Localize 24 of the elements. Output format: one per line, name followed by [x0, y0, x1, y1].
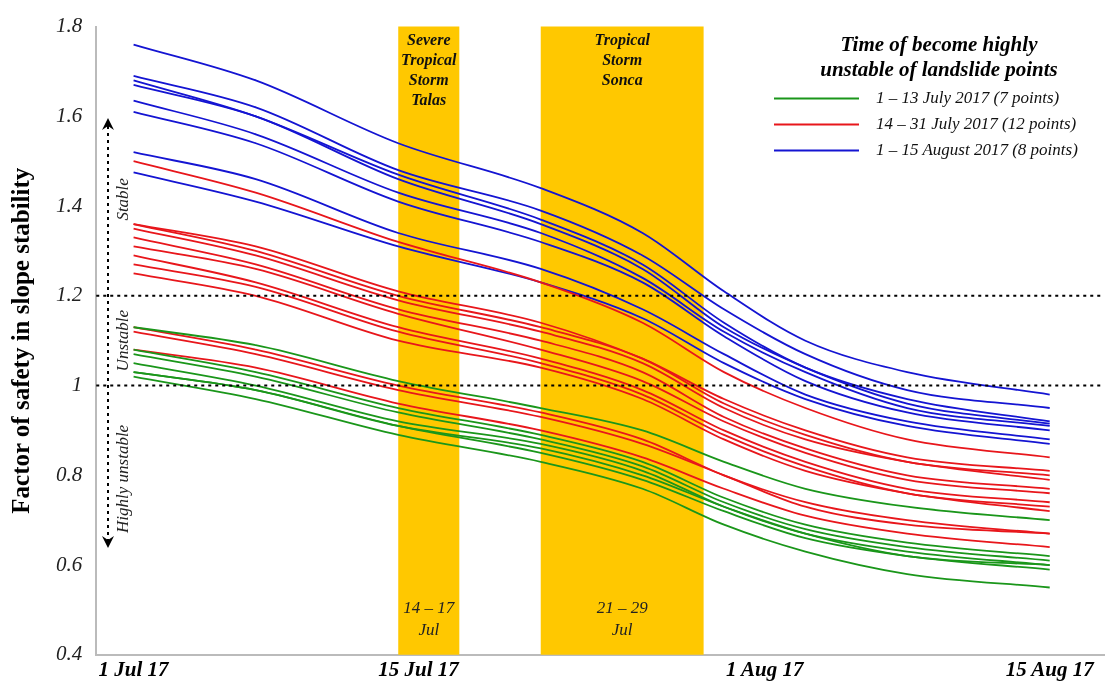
band-label: Tropical Storm Sonca [594, 30, 651, 88]
annotation: Stable [112, 177, 132, 221]
annotation: Highly unstable [112, 424, 132, 534]
annotation: Unstable [112, 309, 132, 372]
band-label: Severe Tropical Storm Talas [401, 30, 458, 108]
y-tick-label: 1.8 [56, 13, 83, 38]
y-axis-title: Factor of safety in slope stability [7, 167, 35, 514]
legend-title: Time of become highly unstable of landslide points [820, 31, 1058, 81]
legend-label: 14 – 31 July 2017 (12 points) [876, 114, 1077, 134]
x-tick-label: 1 Jul 17 [98, 656, 171, 681]
y-tick-label: 0.6 [56, 551, 83, 576]
y-tick-label: 0.8 [56, 461, 83, 486]
annotation: 21 – 29 Jul [596, 598, 649, 640]
legend-label: 1 – 13 July 2017 (7 points) [876, 88, 1060, 108]
y-tick-label: 1.6 [56, 102, 83, 127]
y-tick-label: 0.4 [56, 641, 83, 666]
y-tick-label: 1 [71, 372, 83, 397]
x-tick-label: 1 Aug 17 [725, 656, 805, 681]
x-tick-label: 15 Jul 17 [378, 656, 461, 681]
y-tick-label: 1.4 [56, 192, 83, 217]
legend-label: 1 – 15 August 2017 (8 points) [876, 140, 1079, 160]
x-tick-label: 15 Aug 17 [1005, 656, 1096, 681]
annotation: 14 – 17 Jul [403, 598, 456, 640]
y-tick-label: 1.2 [56, 282, 83, 307]
